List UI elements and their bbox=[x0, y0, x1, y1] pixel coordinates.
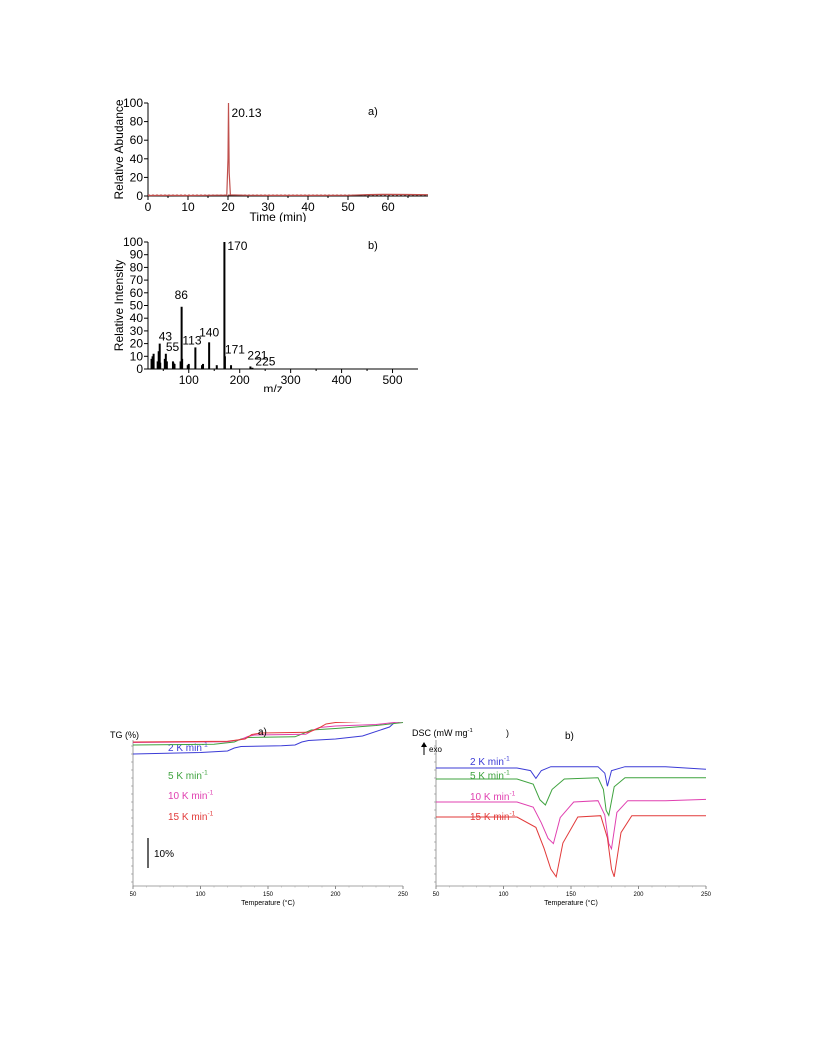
series-label: 10 K min-1 bbox=[168, 790, 214, 803]
x-tick-label: 150 bbox=[566, 892, 577, 898]
peak-label: 55 bbox=[166, 340, 180, 354]
exo-arrow-head bbox=[421, 742, 427, 747]
curve-4 bbox=[132, 722, 363, 743]
series-label: 2 K min-1 bbox=[470, 756, 510, 769]
series-label: 10 K min-1 bbox=[470, 791, 516, 804]
x-tick-label: 300 bbox=[281, 373, 301, 387]
peak-label: 225 bbox=[255, 355, 275, 369]
y-tick-label: 60 bbox=[130, 133, 144, 147]
x-tick-label: 50 bbox=[130, 892, 137, 898]
chromatogram-svg: 0 20 40 60 80 100 0 10 20 30 40 50 60 Time (min) Relat… bbox=[112, 96, 429, 222]
y-tick-label: 100 bbox=[123, 96, 143, 110]
series-label: 15 K min-1 bbox=[168, 811, 214, 824]
x-tick-label: 30 bbox=[261, 200, 275, 214]
dsc-panel: 50 100 150 200 250 Temperature (°C) 2 K min-1 5… bbox=[410, 722, 720, 907]
chromatogram-panel: 0 20 40 60 80 100 0 10 20 30 40 50 60 Time (min) Relat… bbox=[100, 92, 440, 222]
exo-label: exo bbox=[429, 745, 442, 754]
x-tick-label: 10 bbox=[181, 200, 195, 214]
y-tick-label: 10 bbox=[130, 349, 144, 363]
chromatogram-trace bbox=[147, 102, 429, 197]
peak-label: 113 bbox=[182, 333, 201, 347]
panel-label: b) bbox=[565, 731, 574, 742]
tg-svg: 50 100 150 200 250 Temperature (°C) 2 K min-1 5… bbox=[110, 722, 409, 907]
series-label: 5 K min-1 bbox=[168, 770, 208, 783]
x-axis-label: Temperature (°C) bbox=[544, 899, 598, 907]
scale-bar-label: 10% bbox=[154, 849, 174, 860]
curve-1 bbox=[132, 722, 396, 755]
series-label: 5 K min-1 bbox=[470, 770, 510, 783]
x-tick-label: 150 bbox=[263, 892, 274, 898]
x-tick-label: 50 bbox=[341, 200, 355, 214]
x-tick-label: 50 bbox=[433, 892, 440, 898]
y-tick-label: 50 bbox=[130, 299, 144, 313]
y-axis-label: DSC (mW mg-1 bbox=[412, 728, 473, 738]
x-tick-label: 20 bbox=[221, 200, 235, 214]
x-tick-label: 250 bbox=[398, 892, 409, 898]
x-tick-label: 200 bbox=[633, 892, 644, 898]
panel-label: a) bbox=[368, 106, 378, 118]
tg-panel: 50 100 150 200 250 Temperature (°C) 2 K min-1 5… bbox=[110, 722, 410, 907]
series-label: 15 K min-1 bbox=[470, 811, 516, 824]
x-tick-label: 500 bbox=[383, 373, 403, 387]
peak-label: 140 bbox=[199, 325, 219, 339]
curve-3 bbox=[436, 798, 707, 851]
x-tick-label: 400 bbox=[332, 373, 352, 387]
panel-label: b) bbox=[368, 240, 378, 252]
peak-label: 170 bbox=[227, 239, 247, 253]
y-tick-label: 20 bbox=[130, 170, 144, 184]
curve-2 bbox=[132, 722, 404, 746]
y-tick-label: 90 bbox=[130, 248, 144, 262]
x-axis-label: Temperature (°C) bbox=[241, 899, 295, 907]
panel-label: a) bbox=[258, 727, 267, 738]
peak-label: 221 bbox=[247, 348, 267, 362]
series-label: 2 K min-1 bbox=[168, 742, 208, 755]
curve-2 bbox=[436, 777, 706, 817]
y-tick-label: 70 bbox=[130, 273, 144, 287]
peak-label: 20.13 bbox=[232, 106, 262, 120]
y-axis-label: Relative Abudance bbox=[112, 99, 126, 199]
dsc-svg: 50 100 150 200 250 Temperature (°C) 2 K min-15… bbox=[412, 728, 712, 907]
y-tick-label: 40 bbox=[130, 152, 144, 166]
y-axis-label: Relative Intensity bbox=[112, 260, 126, 351]
x-tick-label: 40 bbox=[301, 200, 315, 214]
y-tick-label: 80 bbox=[130, 115, 144, 129]
x-axis-label: m/z bbox=[263, 382, 282, 392]
peak-label: 86 bbox=[175, 288, 189, 302]
x-tick-label: 100 bbox=[195, 892, 206, 898]
x-axis-label: Time (min) bbox=[250, 210, 307, 222]
y-tick-label: 80 bbox=[130, 260, 144, 274]
x-tick-label: 250 bbox=[701, 892, 712, 898]
y-tick-label: 30 bbox=[130, 324, 144, 338]
x-tick-label: 60 bbox=[381, 200, 395, 214]
x-tick-label: 200 bbox=[230, 373, 250, 387]
x-tick-label: 0 bbox=[145, 200, 152, 214]
curve-3 bbox=[132, 722, 404, 743]
peak-label: 43 bbox=[159, 330, 173, 344]
y-tick-label: 0 bbox=[136, 362, 143, 376]
mass-spectrum-panel: 0 10 20 30 40 50 60 70 80 90 100 100 200 300 400 500 m/z… bbox=[100, 232, 440, 392]
y-tick-label: 100 bbox=[123, 235, 143, 249]
peak-label: 171 bbox=[225, 342, 245, 356]
curve-1 bbox=[436, 766, 707, 787]
y-axis-label-suffix: ) bbox=[506, 728, 509, 738]
x-tick-label: 100 bbox=[498, 892, 509, 898]
x-tick-label: 200 bbox=[330, 892, 341, 898]
y-tick-label: 40 bbox=[130, 311, 144, 325]
y-tick-label: 20 bbox=[130, 337, 144, 351]
x-tick-label: 100 bbox=[179, 373, 199, 387]
y-axis-label: TG (%) bbox=[110, 730, 139, 740]
y-tick-label: 60 bbox=[130, 286, 144, 300]
curve-4 bbox=[436, 815, 706, 879]
y-tick-label: 0 bbox=[136, 189, 143, 203]
